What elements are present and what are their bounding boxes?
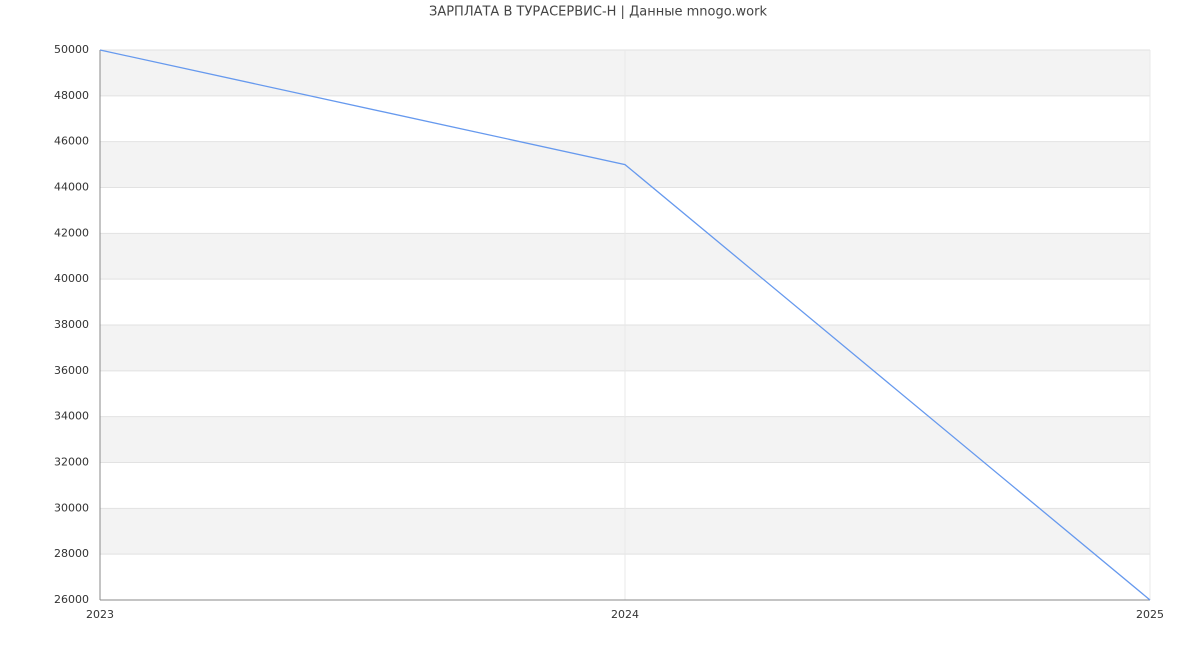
y-tick-label: 36000	[54, 364, 89, 377]
y-tick-label: 28000	[54, 547, 89, 560]
chart-title: ЗАРПЛАТА В ТУРАСЕРВИС-Н | Данные mnogo.w…	[429, 5, 767, 20]
y-tick-label: 26000	[54, 593, 89, 606]
y-tick-label: 44000	[54, 181, 89, 194]
y-tick-label: 42000	[54, 226, 89, 239]
y-tick-label: 46000	[54, 135, 89, 148]
y-tick-label: 38000	[54, 318, 89, 331]
y-tick-label: 50000	[54, 43, 89, 56]
y-tick-label: 30000	[54, 501, 89, 514]
line	[99, 49, 1151, 601]
x-tick-label: 2025	[1136, 608, 1164, 621]
y-tick-label: 48000	[54, 89, 89, 102]
y-tick-label: 32000	[54, 456, 89, 469]
y-tick-label: 40000	[54, 272, 89, 285]
y-tick-label: 34000	[54, 410, 89, 423]
x-tick-label: 2024	[611, 608, 639, 621]
x-tick-label: 2023	[86, 608, 114, 621]
